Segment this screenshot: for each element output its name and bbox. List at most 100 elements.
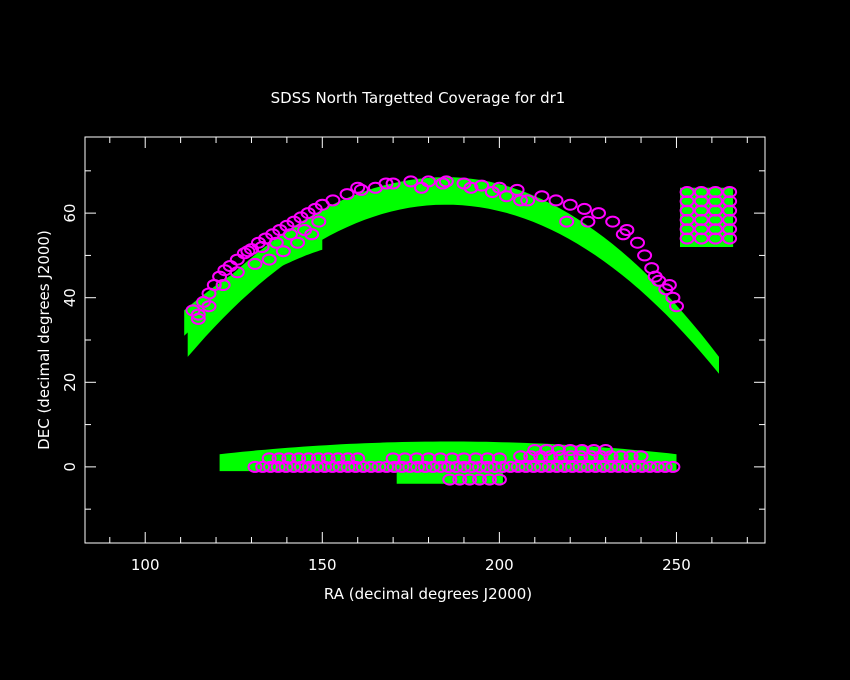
plate-marker-block-1-0-30 — [479, 460, 495, 473]
plate-marker-block-1-0-33 — [502, 460, 518, 473]
plate-marker-block-1-0-24 — [433, 460, 449, 473]
plate-marker-60 — [484, 186, 500, 198]
plate-marker-block-2-0-6 — [320, 452, 336, 465]
plate-marker-block-1-0-51 — [642, 460, 658, 473]
plate-marker-69 — [190, 308, 206, 321]
plate-marker-block-3-0-3 — [421, 452, 436, 465]
plate-marker-58 — [435, 177, 451, 190]
plate-marker-48 — [499, 190, 514, 203]
plate-marker-block-1-0-27 — [456, 460, 472, 473]
plate-marker-block-4-0-6 — [573, 450, 589, 463]
plate-marker-block-0-5-1 — [693, 186, 709, 198]
plate-marker-23 — [353, 183, 369, 196]
y-tick-label-20: 20 — [61, 373, 79, 392]
plate-marker-block-1-0-2 — [263, 460, 278, 473]
x-tick-label-200: 200 — [485, 556, 514, 574]
y-tick-label-0: 0 — [61, 462, 79, 472]
plate-marker-block-6-0-5 — [491, 473, 507, 486]
plate-marker-block-6-0-3 — [472, 473, 487, 486]
plate-marker-30 — [474, 179, 490, 192]
plate-marker-block-5-0-2 — [550, 444, 566, 456]
plate-marker-block-2-0-4 — [301, 452, 316, 465]
plate-marker-block-4-0-3 — [543, 450, 559, 463]
plate-marker-block-1-0-8 — [309, 460, 325, 473]
plate-marker-block-4-0-10 — [613, 450, 629, 463]
plate-marker-28 — [438, 175, 454, 188]
plate-marker-block-1-0-44 — [588, 460, 603, 473]
plate-marker-block-1-0-18 — [386, 460, 402, 473]
plate-marker-49 — [513, 194, 529, 207]
plate-marker-block-3-0-7 — [468, 452, 484, 465]
plate-marker-block-3-0-1 — [397, 452, 413, 465]
plate-marker-block-1-0-40 — [557, 460, 573, 473]
plate-marker-block-1-0-17 — [379, 460, 395, 473]
plate-marker-47 — [669, 300, 684, 313]
plate-marker-22 — [339, 188, 355, 201]
y-tick-label-40: 40 — [61, 288, 79, 307]
plate-marker-74 — [297, 224, 313, 236]
plate-marker-block-2-0-9 — [350, 452, 366, 465]
plate-marker-71 — [254, 241, 270, 253]
plate-marker-block-4-0-11 — [623, 450, 639, 463]
plate-marker-42 — [637, 249, 653, 262]
plate-marker-block-6-0-0 — [442, 473, 458, 486]
plate-marker-block-4-0-0 — [513, 450, 529, 463]
plate-marker-1 — [190, 312, 206, 325]
plate-marker-block-1-0-54 — [665, 460, 681, 473]
plate-marker-block-1-0-0 — [247, 460, 263, 473]
plate-marker-block-6-0-4 — [482, 473, 497, 486]
plate-marker-block-5-0-3 — [562, 444, 578, 456]
plate-marker-block-3-0-9 — [491, 452, 507, 465]
plate-marker-block-3-0-4 — [432, 452, 448, 465]
plate-marker-block-6-0-1 — [452, 473, 468, 486]
plate-marker-block-2-0-0 — [261, 452, 277, 465]
plate-marker-block-1-0-36 — [526, 460, 542, 473]
plate-marker-block-2-0-8 — [340, 452, 356, 465]
plate-marker-66 — [229, 266, 245, 279]
plate-marker-block-1-0-1 — [255, 460, 271, 473]
plate-marker-block-4-0-5 — [563, 450, 579, 463]
plate-marker-block-5-0-6 — [598, 444, 614, 456]
plate-marker-73 — [282, 228, 298, 241]
plate-marker-64 — [290, 236, 305, 249]
plate-marker-41 — [630, 236, 645, 249]
coverage-stripe-1 — [184, 231, 323, 336]
x-tick-label-150: 150 — [308, 556, 337, 574]
plate-marker-block-1-0-7 — [301, 460, 317, 473]
plate-marker-block-1-0-11 — [332, 460, 348, 473]
plate-marker-55 — [350, 181, 366, 194]
x-tick-label-100: 100 — [131, 556, 160, 574]
plate-marker-block-4-0-1 — [523, 450, 539, 463]
plate-marker-block-1-0-35 — [518, 460, 534, 473]
plate-marker-57 — [414, 181, 429, 194]
x-tick-label-250: 250 — [662, 556, 691, 574]
plate-marker-68 — [201, 300, 217, 313]
plate-marker-block-1-0-53 — [657, 460, 673, 473]
plate-marker-51 — [580, 215, 596, 228]
plate-marker-block-2-0-7 — [330, 452, 346, 465]
plate-marker-21 — [325, 194, 341, 207]
plate-marker-block-2-0-2 — [281, 452, 297, 465]
plate-marker-block-1-0-21 — [410, 460, 425, 473]
plate-marker-block-1-0-48 — [619, 460, 634, 473]
plate-marker-block-5-0-1 — [539, 444, 555, 456]
plate-marker-61 — [247, 257, 263, 270]
y-tick-label-60: 60 — [61, 204, 79, 223]
chart-title: SDSS North Targetted Coverage for dr1 — [271, 89, 566, 107]
plate-marker-block-0-5-2 — [707, 186, 723, 198]
plate-marker-33 — [520, 194, 536, 207]
plate-marker-block-3-0-2 — [409, 452, 425, 465]
plate-marker-block-4-0-12 — [633, 450, 649, 463]
plate-marker-25 — [385, 177, 401, 190]
plate-marker-block-0-5-0 — [679, 186, 695, 198]
plate-marker-block-3-0-0 — [385, 452, 401, 465]
plate-marker-block-1-0-43 — [580, 460, 596, 473]
plate-marker-39 — [605, 215, 621, 228]
plate-marker-32 — [509, 183, 525, 196]
plate-marker-53 — [647, 270, 663, 283]
plate-marker-63 — [275, 245, 291, 258]
plate-marker-block-4-0-7 — [583, 450, 599, 463]
coverage-stripe-4 — [396, 471, 503, 484]
plate-marker-67 — [215, 279, 231, 291]
